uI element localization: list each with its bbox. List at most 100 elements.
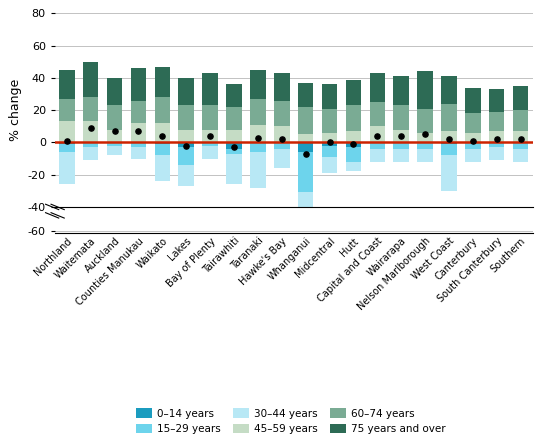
Bar xyxy=(155,67,170,97)
Bar xyxy=(155,123,170,142)
Point xyxy=(110,128,119,135)
Point xyxy=(277,136,286,143)
Point xyxy=(158,133,167,140)
Bar xyxy=(274,142,289,149)
Bar xyxy=(417,108,433,133)
Bar xyxy=(155,144,170,155)
Bar xyxy=(465,133,480,142)
Bar xyxy=(203,73,218,105)
Bar xyxy=(107,146,122,155)
Point xyxy=(206,133,215,140)
Bar xyxy=(250,99,266,125)
Bar xyxy=(394,149,409,162)
Bar xyxy=(298,152,313,192)
Point xyxy=(421,131,429,138)
Bar xyxy=(465,88,480,113)
Bar xyxy=(250,125,266,142)
Bar xyxy=(489,112,505,131)
Bar xyxy=(178,147,194,165)
Bar xyxy=(83,121,98,142)
Bar xyxy=(441,104,457,131)
Bar xyxy=(155,97,170,123)
Bar xyxy=(322,146,337,157)
Point xyxy=(397,133,406,140)
Y-axis label: % change: % change xyxy=(9,79,22,141)
Bar xyxy=(131,100,146,123)
Bar xyxy=(226,142,242,149)
Point xyxy=(63,137,71,144)
Bar xyxy=(107,78,122,105)
Bar xyxy=(203,146,218,159)
Bar xyxy=(59,142,75,144)
Point xyxy=(325,139,334,146)
Bar xyxy=(394,76,409,105)
Bar xyxy=(83,142,98,147)
Point xyxy=(349,141,358,148)
Bar xyxy=(226,84,242,107)
Bar xyxy=(131,68,146,100)
Legend: 0–14 years, 15–29 years, 30–44 years, 45–59 years, 60–74 years, 75 years and ove: 0–14 years, 15–29 years, 30–44 years, 45… xyxy=(132,404,450,438)
Bar xyxy=(441,144,457,155)
Bar xyxy=(178,129,194,142)
Point xyxy=(445,136,453,143)
Bar xyxy=(322,108,337,133)
Bar xyxy=(203,142,218,146)
Bar xyxy=(489,147,505,160)
Bar xyxy=(322,84,337,108)
Bar xyxy=(59,99,75,121)
Bar xyxy=(322,142,337,146)
Point xyxy=(492,136,501,143)
Bar xyxy=(131,142,146,147)
Bar xyxy=(417,72,433,108)
Bar xyxy=(298,142,313,152)
Point xyxy=(229,144,238,151)
Bar xyxy=(513,149,528,162)
Bar xyxy=(178,142,194,147)
Bar xyxy=(346,147,361,162)
Bar xyxy=(346,105,361,131)
Bar xyxy=(226,107,242,129)
Bar xyxy=(369,102,385,126)
Bar xyxy=(465,149,480,162)
Bar xyxy=(178,105,194,129)
Bar xyxy=(107,129,122,142)
Bar xyxy=(417,133,433,142)
Bar xyxy=(155,155,170,181)
Bar xyxy=(465,142,480,149)
Bar xyxy=(513,110,528,131)
Bar xyxy=(250,142,266,152)
Bar xyxy=(226,129,242,142)
Bar xyxy=(274,73,289,100)
Bar xyxy=(513,86,528,110)
Bar xyxy=(107,105,122,129)
Bar xyxy=(369,142,385,149)
Bar xyxy=(226,149,242,154)
Bar xyxy=(203,105,218,129)
Bar xyxy=(489,89,505,112)
Bar xyxy=(394,105,409,129)
Bar xyxy=(59,121,75,142)
Bar xyxy=(298,134,313,142)
Point xyxy=(254,134,262,141)
Bar xyxy=(489,131,505,142)
Bar xyxy=(441,142,457,144)
Bar xyxy=(513,131,528,142)
Bar xyxy=(59,144,75,152)
Bar xyxy=(346,142,361,147)
Bar xyxy=(369,126,385,142)
Bar xyxy=(346,131,361,142)
Bar xyxy=(513,142,528,149)
Point xyxy=(301,150,310,157)
Bar xyxy=(298,192,313,212)
Bar xyxy=(83,62,98,97)
Bar xyxy=(274,100,289,126)
Bar xyxy=(178,165,194,186)
Bar xyxy=(346,80,361,105)
Point xyxy=(86,125,95,132)
Bar xyxy=(131,123,146,142)
Bar xyxy=(394,142,409,149)
Bar xyxy=(250,152,266,188)
Bar xyxy=(441,155,457,191)
Bar xyxy=(107,142,122,146)
Bar xyxy=(322,157,337,173)
